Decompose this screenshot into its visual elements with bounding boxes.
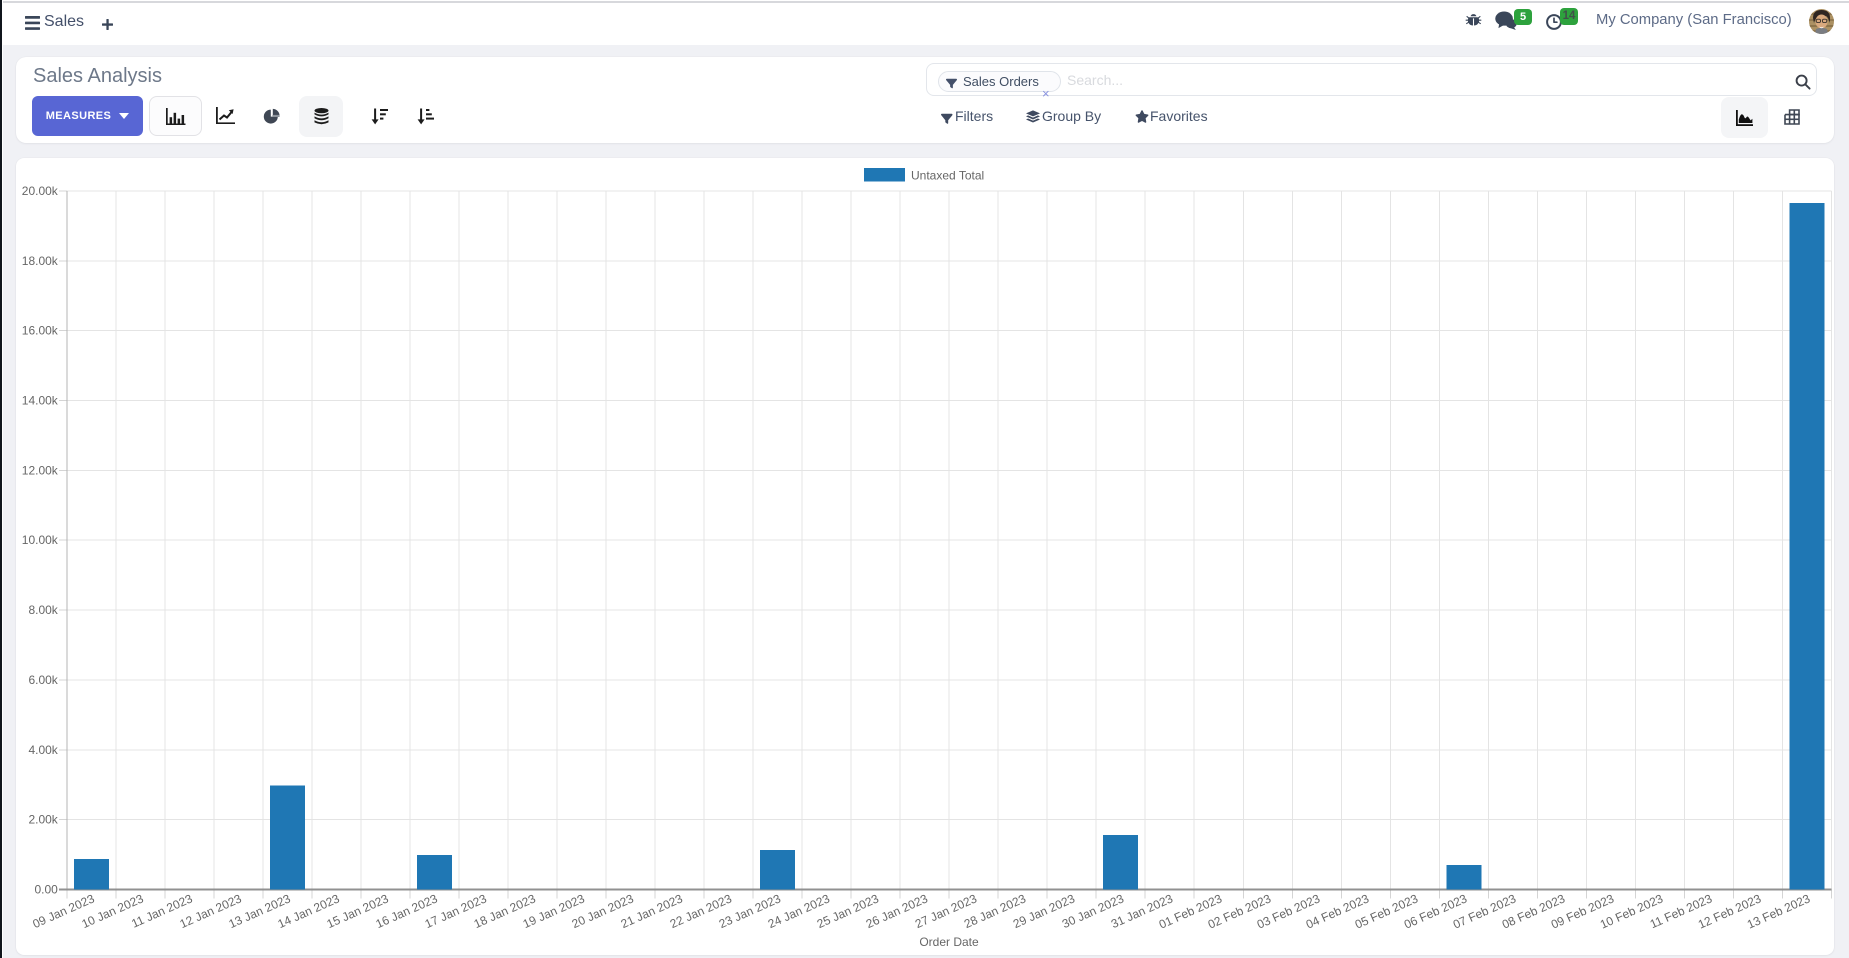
svg-text:6.00k: 6.00k <box>28 673 58 687</box>
svg-text:8.00k: 8.00k <box>28 603 58 617</box>
svg-text:20.00k: 20.00k <box>22 184 59 198</box>
svg-text:4.00k: 4.00k <box>28 743 58 757</box>
svg-text:Order Date: Order Date <box>919 935 979 949</box>
svg-text:0.00: 0.00 <box>34 883 58 897</box>
svg-text:2.00k: 2.00k <box>28 813 58 827</box>
svg-text:12.00k: 12.00k <box>22 463 59 477</box>
svg-text:Untaxed Total: Untaxed Total <box>911 169 984 183</box>
svg-text:16.00k: 16.00k <box>22 324 59 338</box>
svg-text:10.00k: 10.00k <box>22 533 59 547</box>
svg-text:14.00k: 14.00k <box>22 394 59 408</box>
svg-text:18.00k: 18.00k <box>22 254 59 268</box>
